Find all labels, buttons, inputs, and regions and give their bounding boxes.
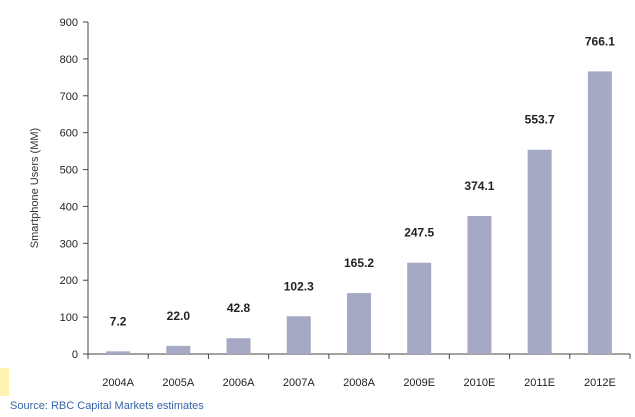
bar-2012E xyxy=(587,71,612,354)
data-label: 42.8 xyxy=(227,301,251,315)
data-label: 374.1 xyxy=(464,179,494,193)
data-label: 102.3 xyxy=(284,279,314,293)
y-tick-label: 500 xyxy=(60,165,78,177)
bar-2007A xyxy=(286,316,311,354)
source-note: Source: RBC Capital Markets estimates xyxy=(10,400,204,412)
y-tick-label: 300 xyxy=(60,238,78,250)
y-tick-label: 400 xyxy=(60,201,78,213)
x-tick-label: 2004A xyxy=(102,377,134,389)
y-tick-label: 200 xyxy=(60,275,78,287)
data-label: 165.2 xyxy=(344,256,374,270)
x-tick-label: 2012E xyxy=(584,377,616,389)
x-tick-label: 2006A xyxy=(223,377,255,389)
y-axis-title-group: Smartphone Users (MM) xyxy=(29,128,41,248)
y-tick-label: 0 xyxy=(72,349,78,361)
x-tick-label: 2011E xyxy=(524,377,555,389)
data-label: 553.7 xyxy=(525,113,555,127)
bar-2010E xyxy=(467,215,492,354)
data-labels: 7.2 22.0 42.8 102.3 165.2 247.5 374.1 553.7 766.… xyxy=(110,34,615,328)
x-tick-label: 2005A xyxy=(162,377,194,389)
y-tick-label: 800 xyxy=(60,54,78,66)
y-tick-label: 600 xyxy=(60,128,78,140)
x-tick-label: 2008A xyxy=(343,377,375,389)
bar-2005A xyxy=(166,345,191,354)
bar-2004A xyxy=(106,351,131,354)
y-tick-label: 700 xyxy=(60,91,78,103)
y-tick-label: 900 xyxy=(60,17,78,29)
y-tick-label: 100 xyxy=(60,312,78,324)
y-ticks: 0 100 200 300 400 500 600 700 800 900 xyxy=(60,17,88,361)
y-axis-title: Smartphone Users (MM) xyxy=(29,128,41,248)
bar-2009E xyxy=(407,262,432,354)
x-tick-label: 2009E xyxy=(403,377,435,389)
data-label: 766.1 xyxy=(585,34,615,48)
bar-2011E xyxy=(527,149,552,354)
highlight-mark xyxy=(0,368,9,396)
bar-2006A xyxy=(226,338,251,354)
data-label: 22.0 xyxy=(167,309,191,323)
bars xyxy=(106,71,612,354)
x-tick-label: 2007A xyxy=(283,377,315,389)
data-label: 247.5 xyxy=(404,226,434,240)
bar-2008A xyxy=(347,293,371,354)
x-labels: 2004A 2005A 2006A 2007A 2008A 2009E 2010E 2011E… xyxy=(87,354,631,389)
x-tick-label: 2010E xyxy=(464,377,496,389)
data-label: 7.2 xyxy=(110,314,127,328)
